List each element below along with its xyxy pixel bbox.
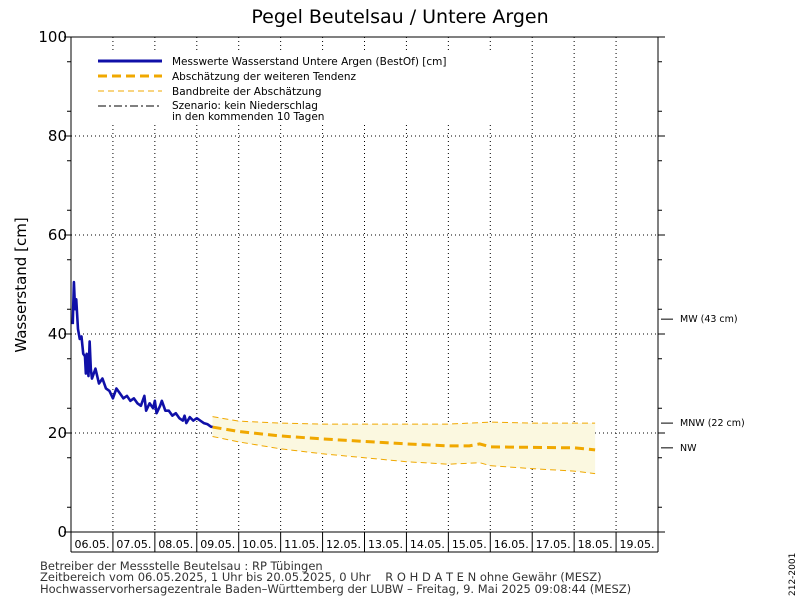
y-tick-label: 60 (48, 226, 67, 244)
side-code: 212-2001 (788, 553, 798, 596)
x-tick-label: 18.05. (578, 538, 613, 551)
y-axis: 0 20 40 60 80 100 (38, 28, 665, 541)
x-tick-label: 12.05. (326, 538, 361, 551)
reference-lines: MW (43 cm) MNW (22 cm) NW (661, 314, 745, 454)
legend-label-forecast: Abschätzung der weiteren Tendenz (172, 71, 357, 83)
forecast-band (212, 416, 596, 474)
legend: Messwerte Wasserstand Untere Argen (Best… (93, 52, 495, 124)
series-line-band-upper (212, 416, 596, 425)
legend-background (93, 52, 495, 124)
chart-title: Pegel Beutelsau / Untere Argen (251, 6, 548, 28)
x-tick-label: 10.05. (242, 538, 277, 551)
x-tick-label: 17.05. (536, 538, 571, 551)
y-tick-label: 40 (48, 325, 67, 343)
legend-label-scenario-line2: in den kommenden 10 Tagen (172, 111, 324, 123)
x-tick-label: 16.05. (494, 538, 529, 551)
x-tick-label: 07.05. (116, 538, 151, 551)
series-line-measured (71, 280, 213, 429)
y-tick-label: 0 (57, 523, 67, 541)
y-tick-label: 20 (48, 424, 67, 442)
legend-label-scenario: Szenario: kein Niederschlag (172, 100, 318, 112)
footer-source: Hochwasservorhersagezentrale Baden–Württ… (40, 582, 631, 596)
footer-timerange: Zeitbereich vom 06.05.2025, 1 Uhr bis 20… (40, 570, 602, 584)
x-tick-label: 19.05. (620, 538, 655, 551)
series-group (71, 280, 596, 475)
reference-label: MNW (22 cm) (680, 418, 745, 429)
reference-label: NW (680, 443, 697, 454)
series-line-band-lower (212, 435, 596, 475)
x-tick-label: 15.05. (452, 538, 487, 551)
footer-operator: Betreiber der Messstelle Beutelsau : RP … (40, 559, 323, 573)
x-tick-label: 06.05. (74, 538, 109, 551)
x-tick-label: 09.05. (200, 538, 235, 551)
y-tick-label: 80 (48, 127, 67, 145)
x-axis: 06.05. 07.05. 08.05. 09.05. 10.05. 11.05. 12.0… (70, 532, 659, 553)
x-tick-label: 11.05. (284, 538, 319, 551)
x-tick-label: 08.05. (158, 538, 193, 551)
legend-label-band: Bandbreite der Abschätzung (172, 86, 322, 98)
x-tick-label: 14.05. (410, 538, 445, 551)
y-axis-label: Wasserstand [cm] (12, 217, 30, 352)
forecast-band-fill (212, 416, 596, 474)
legend-label-measured: Messwerte Wasserstand Untere Argen (Best… (172, 56, 446, 68)
y-tick-label: 100 (38, 28, 67, 46)
x-tick-label: 13.05. (368, 538, 403, 551)
reference-label: MW (43 cm) (680, 314, 738, 325)
